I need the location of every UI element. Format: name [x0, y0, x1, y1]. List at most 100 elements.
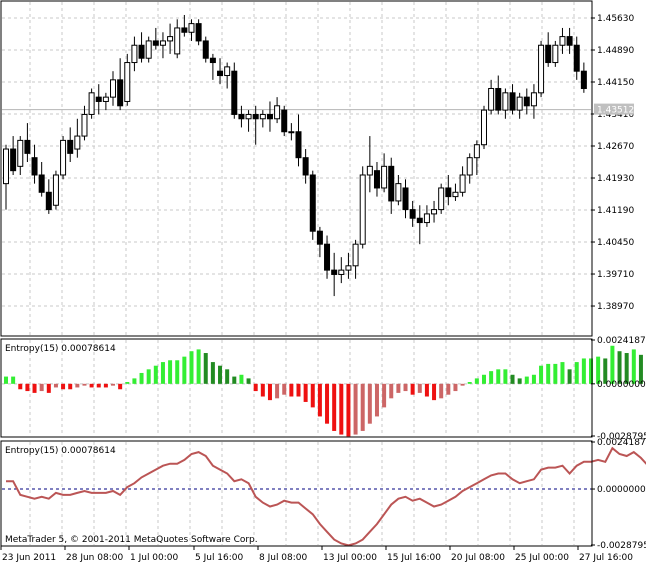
candle-body — [480, 109, 487, 146]
price-tick-label: 1.41190 — [597, 206, 634, 216]
candle-body — [366, 165, 373, 176]
candle-body — [381, 165, 388, 189]
price-tick-label: 1.44150 — [597, 78, 634, 88]
line-tick-label: 0.00000000 — [597, 485, 646, 495]
histogram-bar — [11, 376, 16, 384]
candle-body — [67, 139, 74, 154]
candle-body — [174, 27, 181, 55]
histogram-bar — [82, 383, 87, 386]
histogram-bar — [153, 365, 158, 384]
histogram-bar — [182, 356, 187, 384]
candle-body — [3, 148, 9, 185]
candle-body — [552, 44, 559, 64]
histogram-bar — [260, 383, 265, 397]
candle-body — [573, 44, 580, 72]
candle-body — [331, 269, 338, 275]
candle-body — [580, 70, 587, 89]
candle-body — [559, 36, 566, 46]
candle-body — [316, 230, 323, 245]
histogram-bar — [453, 383, 458, 392]
time-tick-label: 13 Jul 00:00 — [323, 553, 377, 563]
candle-body — [309, 174, 316, 232]
candle-body — [295, 131, 302, 159]
histogram-bar — [481, 374, 486, 384]
current-price-label-box — [594, 103, 634, 115]
histogram-bar — [160, 362, 165, 384]
histogram-bar — [175, 360, 180, 384]
histogram-bar — [624, 353, 629, 384]
histogram-bar — [539, 365, 544, 384]
histogram-panel-title: Entropy(15) 0.00078614 — [5, 344, 116, 354]
histogram-bar — [218, 365, 223, 384]
histogram-bar — [282, 383, 287, 395]
candle-body — [88, 92, 95, 115]
candle-body — [10, 148, 17, 172]
histogram-tick-label: -0.00287950 — [597, 432, 646, 442]
candle-body — [338, 269, 345, 275]
candle-body — [566, 36, 573, 46]
histogram-bar — [4, 376, 8, 384]
histogram-bar — [517, 378, 522, 384]
time-tick-label: 27 Jul 16:00 — [579, 553, 633, 563]
histogram-bar — [39, 383, 44, 392]
candle-body — [373, 170, 380, 189]
histogram-bar — [610, 345, 615, 384]
candle-body — [438, 187, 445, 211]
candle-body — [416, 217, 423, 224]
candle-body — [188, 23, 195, 33]
histogram-bar — [275, 383, 280, 399]
histogram-tick-label: 0.00000000 — [597, 380, 646, 390]
histogram-bar — [325, 383, 330, 424]
candle-body — [495, 87, 502, 111]
histogram-bar — [146, 369, 151, 384]
histogram-bar — [317, 383, 322, 417]
candle-body — [52, 174, 59, 206]
histogram-bar — [567, 369, 572, 384]
candle-body — [181, 27, 188, 33]
histogram-bar — [25, 383, 30, 392]
line-panel-title: Entropy(15) 0.00078614 — [5, 446, 116, 456]
histogram-bar — [574, 362, 579, 384]
histogram-bar — [403, 383, 408, 392]
candle-body — [488, 87, 495, 111]
histogram-bar — [239, 374, 244, 384]
candle-body — [209, 57, 216, 64]
histogram-bar — [68, 383, 73, 390]
time-tick-label: 8 Jul 08:00 — [259, 553, 308, 563]
candle-body — [274, 105, 281, 120]
histogram-bar — [332, 383, 337, 431]
candle-body — [345, 265, 352, 271]
entropy-line-series — [6, 446, 646, 547]
time-tick-label: 25 Jul 00:00 — [515, 553, 569, 563]
candle-body — [252, 113, 259, 120]
candle-body — [110, 79, 117, 98]
histogram-bar — [617, 351, 622, 384]
price-tick-label: 1.38970 — [597, 302, 634, 312]
candle-body — [131, 44, 138, 64]
candle-body — [102, 96, 109, 102]
histogram-bar — [596, 356, 601, 384]
candle-body — [459, 174, 466, 193]
main-panel-grid — [2, 2, 591, 335]
candle-body — [445, 187, 452, 198]
histogram-bar — [225, 369, 230, 384]
histogram-bar — [589, 358, 593, 384]
histogram-bar — [396, 383, 401, 393]
histogram-bar — [389, 383, 394, 399]
current-price-label: 1.43512 — [597, 106, 634, 116]
histogram-bar — [96, 383, 101, 388]
histogram-bar — [310, 383, 315, 408]
histogram-bar — [168, 360, 173, 384]
histogram-bar — [424, 383, 429, 397]
line-panel-frame — [0, 440, 593, 547]
histogram-bar — [603, 358, 608, 384]
histogram-bar — [346, 383, 351, 437]
candle-body — [60, 139, 67, 176]
candle-body — [452, 191, 459, 198]
histogram-bar — [367, 383, 372, 424]
price-tick-label: 1.44890 — [597, 46, 634, 56]
candle-body — [159, 40, 166, 46]
candle-body — [145, 40, 152, 59]
candle-body — [117, 79, 124, 107]
histogram-bar — [46, 383, 51, 393]
